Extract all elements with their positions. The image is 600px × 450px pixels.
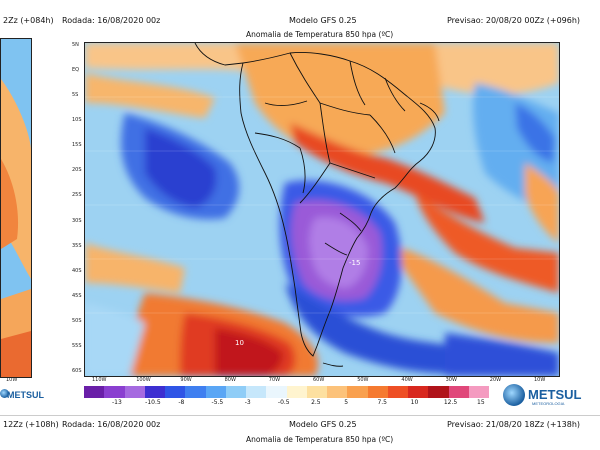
legend-swatch — [246, 386, 267, 398]
lat-tick-label: 15S — [72, 142, 82, 149]
legend-swatch — [448, 386, 469, 398]
legend-swatch — [185, 386, 206, 398]
next-map-title: Anomalia de Temperatura 850 hpa (ºC) — [246, 435, 394, 444]
lat-tick-label: 50S — [72, 317, 82, 324]
legend-swatch — [367, 386, 388, 398]
lat-tick-label: 60S — [72, 368, 82, 374]
left-lon-label: 10W — [6, 377, 18, 383]
legend-swatch — [408, 386, 429, 398]
legend-label: 5 — [344, 399, 349, 406]
lat-tick-label: 5N — [72, 42, 79, 48]
metsul-logo-subtitle: METEOROLOGIA — [532, 401, 565, 406]
lat-tick-label: EQ — [72, 67, 80, 74]
legend-swatch — [468, 386, 489, 398]
left-panel-time: 2Zz (+084h) — [3, 16, 54, 25]
metsul-logo-globe-right — [503, 384, 525, 406]
legend-label: -10.5 — [145, 399, 161, 406]
legend-swatch — [327, 386, 348, 398]
legend-swatch — [205, 386, 226, 398]
legend-label: 12.5 — [443, 399, 458, 406]
forecast-time: Previsao: 20/08/20 00Zz (+096h) — [447, 16, 581, 25]
next-model-name: Modelo GFS 0.25 — [289, 420, 357, 429]
legend-swatch — [347, 386, 368, 398]
metsul-logo-left: METSUL — [7, 390, 44, 400]
lat-tick-label: 10S — [72, 117, 82, 124]
lat-tick-label: 5S — [72, 92, 79, 99]
run-date: Rodada: 16/08/2020 00z — [62, 16, 161, 25]
metsul-logo-right: METSUL — [528, 387, 582, 402]
anomaly-label-warm: 10 — [235, 339, 244, 347]
legend-swatch — [225, 386, 246, 398]
legend-swatch — [266, 386, 287, 398]
lat-tick-label: 35S — [72, 242, 82, 249]
legend-swatch — [165, 386, 186, 398]
lon-tick-label: 60W — [313, 377, 325, 383]
legend-label: 7.5 — [377, 399, 387, 406]
temperature-anomaly-map: -15 10 — [84, 42, 560, 377]
lat-tick-label: 20S — [72, 167, 82, 174]
lon-tick-label: 50W — [357, 377, 369, 383]
legend-swatch — [306, 386, 327, 398]
legend-swatch — [144, 386, 165, 398]
next-left-panel-time: 12Zz (+108h) — [3, 420, 59, 429]
lon-tick-label: 20W — [489, 377, 502, 383]
lat-tick-label: 55S — [72, 342, 82, 349]
lon-tick-label: 70W — [268, 377, 281, 383]
lon-tick-label: 40W — [401, 377, 413, 383]
lon-tick-label: 30W — [445, 377, 457, 383]
legend-label: -5.5 — [211, 399, 224, 406]
legend-swatch — [428, 386, 449, 398]
next-forecast-time: Previsao: 21/08/20 18Zz (+138h) — [447, 420, 581, 429]
legend-swatch — [286, 386, 307, 398]
left-partial-map — [0, 38, 32, 378]
lat-tick-label: 45S — [72, 292, 82, 299]
model-name: Modelo GFS 0.25 — [289, 16, 357, 25]
anomaly-label-cold: -15 — [349, 259, 360, 267]
panel-divider — [0, 415, 600, 416]
legend-label: -0.5 — [277, 399, 290, 406]
color-scale-bar — [84, 386, 489, 398]
lat-tick-label: 25S — [72, 192, 82, 199]
lat-tick-label: 30S — [72, 217, 82, 224]
legend-label: -13 — [112, 399, 122, 406]
lon-tick-label: 100W — [136, 377, 151, 383]
legend-label: 10 — [410, 399, 419, 406]
lon-tick-label: 110W — [92, 377, 107, 383]
legend-label: 15 — [477, 399, 485, 406]
legend-label: -8 — [178, 399, 185, 406]
legend-swatch — [84, 386, 105, 398]
legend-label: -3 — [244, 399, 251, 406]
legend-swatch — [104, 386, 125, 398]
lon-tick-label: 90W — [180, 377, 192, 383]
metsul-logo-globe-left — [0, 389, 9, 398]
legend-label: 2.5 — [311, 399, 321, 406]
map-title: Anomalia de Temperatura 850 hpa (ºC) — [246, 30, 394, 39]
next-run-date: Rodada: 16/08/2020 00z — [62, 420, 161, 429]
lon-tick-label: 80W — [224, 377, 236, 383]
lat-tick-label: 40S — [72, 267, 82, 274]
lon-tick-label: 10W — [534, 377, 546, 383]
legend-swatch — [387, 386, 408, 398]
legend-swatch — [124, 386, 145, 398]
